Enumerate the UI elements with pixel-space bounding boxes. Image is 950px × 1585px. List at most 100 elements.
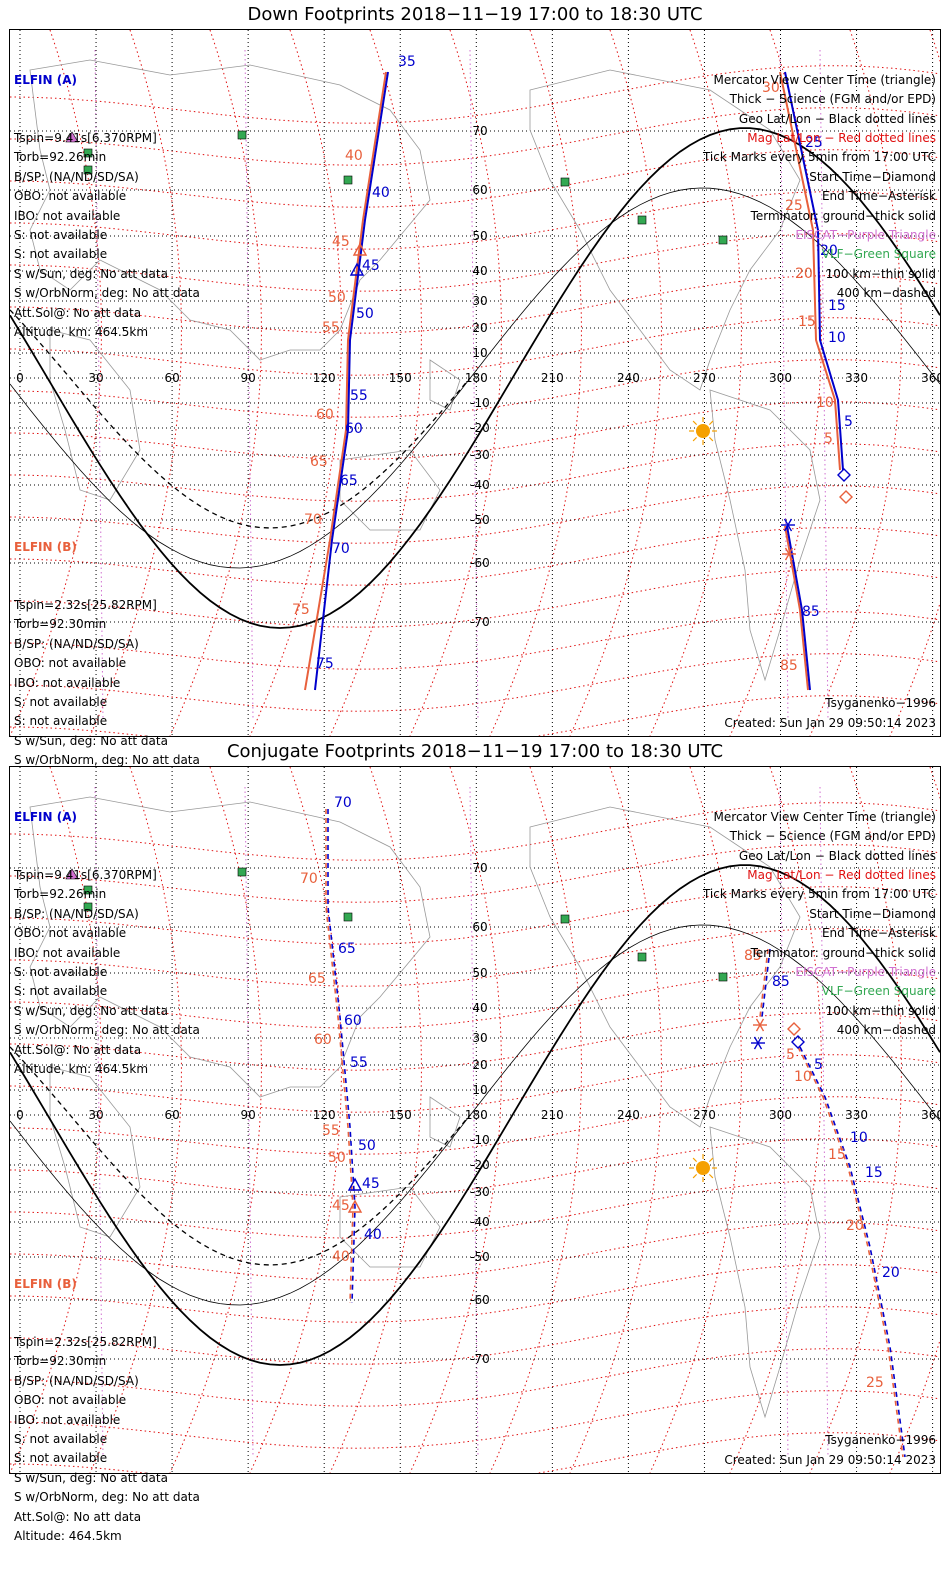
info-line: IBO: not available: [14, 208, 121, 223]
sun-icon: [696, 1161, 710, 1175]
elfin-a-tick-label: 25: [805, 135, 823, 151]
sun-ray: [692, 1157, 698, 1163]
lat-label: 10: [472, 1083, 487, 1097]
lon-label: 60: [164, 371, 179, 385]
lon-label: 120: [313, 1108, 336, 1122]
elfin-a-tick-label: 75: [316, 656, 334, 672]
model-label: Tsyganenko−1996: [825, 696, 936, 710]
elfin-a-info: ELFIN (A) Tspin=9.41s[6.370RPM] Torb=92.2…: [14, 769, 200, 1118]
lat-label: -70: [470, 615, 490, 629]
elfin-b-tick-label: 55: [322, 1123, 340, 1139]
info-line: S w/Sun, deg: No att data: [14, 733, 168, 748]
info-line: S w/OrbNorm, deg: No att data: [14, 1490, 200, 1505]
mag-lon-line: [489, 767, 582, 1473]
elfin-a-tick-label: 45: [362, 258, 380, 274]
elfin-b-tick-label: 5: [786, 1047, 795, 1063]
elfin-b-tick-label: 25: [866, 1375, 884, 1391]
info-line: Altitude: 464.5km: [14, 1529, 122, 1544]
elfin-a-tick-label: 15: [865, 1165, 883, 1181]
elfin-a-tick-label: 20: [820, 243, 838, 259]
lon-label: 270: [693, 1108, 716, 1122]
elfin-b-tick-label: 40: [332, 1249, 350, 1265]
elfin-a-tick-label: 85: [802, 604, 820, 620]
elfin-a-track-west: [314, 71, 389, 691]
lat-label: 20: [472, 1058, 487, 1072]
created-label: Created: Sun Jan 29 09:50:14 2023: [724, 1453, 936, 1467]
info-line: Torb=92.26min: [14, 887, 107, 902]
info-line: Altitude, km: 464.5km: [14, 325, 149, 340]
elfin-a-tick-label: 65: [340, 473, 358, 489]
purple-meridian: [244, 786, 254, 1458]
lon-label: 330: [845, 371, 868, 385]
coastline: [29, 59, 431, 361]
lat-label: -50: [470, 513, 490, 527]
elfin-b-tick-label: 65: [308, 971, 326, 987]
lat-label: 60: [472, 920, 487, 934]
elfin-b-tick-label: 45: [332, 234, 350, 250]
vlf-square: [718, 972, 728, 982]
vlf-square: [560, 177, 570, 187]
elfin-b-tick-label: 15: [798, 314, 816, 330]
lat-label: 60: [472, 183, 487, 197]
legend-item: Mag Lat/Lon − Red dotted lines: [747, 131, 936, 146]
altitude-100km: [10, 187, 940, 569]
lon-label: 150: [389, 371, 412, 385]
elfin-a-tick-label: 60: [344, 1013, 362, 1029]
legend-item: End Time−Asterisk: [821, 926, 936, 941]
coastline: [49, 329, 141, 501]
elfin-b-tick-label: 55: [322, 320, 340, 336]
eiscat-triangle: [65, 131, 79, 143]
elfin-b-tick-label: 20: [846, 1218, 864, 1234]
legend-item: Geo Lat/Lon − Black dotted lines: [738, 111, 936, 126]
vlf-square: [637, 215, 647, 225]
elfin-b-tick-label: 50: [328, 290, 346, 306]
lat-label: -70: [470, 1352, 490, 1366]
legend-item: Start Time−Diamond: [809, 906, 936, 921]
mag-lon-line: [809, 767, 902, 1473]
elfin-a-center-triangle: [349, 262, 365, 276]
purple-meridian: [779, 49, 789, 721]
legend-lines: Mercator View Center Time (triangle) Thic…: [703, 71, 936, 304]
info-line: B/SP: (NA/ND/SD/SA): [14, 1373, 139, 1388]
coastline: [529, 69, 801, 391]
info-line: OBO: not available: [14, 926, 127, 941]
lon-label: 90: [241, 1108, 256, 1122]
lon-label: 240: [617, 1108, 640, 1122]
lat-label: 20: [472, 321, 487, 335]
info-line: Tspin=2.32s[25.82RPM]: [14, 598, 157, 613]
elfin-a-tick-label: 20: [882, 1265, 900, 1281]
lat-label: -30: [470, 1185, 490, 1199]
mag-lon-line: [809, 30, 902, 736]
elfin-a-tick-label: 50: [356, 306, 374, 322]
info-line: IBO: not available: [14, 675, 121, 690]
lat-label: -60: [470, 556, 490, 570]
purple-meridian: [469, 786, 479, 1458]
lat-label: -40: [470, 478, 490, 492]
legend-item: Mag Lat/Lon − Red dotted lines: [747, 868, 936, 883]
info-line: S: not available: [14, 984, 108, 999]
elfin-a-end-asterisk: [753, 1036, 763, 1050]
purple-meridian: [94, 49, 104, 721]
elfin-b-tick-label: 15: [828, 1147, 846, 1163]
mag-lon-line: [729, 30, 822, 736]
legend-item: Mercator View Center Time (triangle): [713, 72, 936, 87]
elfin-b-track-west: [325, 809, 354, 1304]
elfin-a-start-diamond: [791, 1035, 805, 1049]
created-label: Created: Sun Jan 29 09:50:14 2023: [724, 716, 936, 730]
map-panel-down: 0 30 60 90 120 150 180 210 240 270 300 330 360 70 60 50…: [9, 29, 941, 806]
elfin-a-lines: Tspin=9.41s[6.370RPM] Torb=92.26min B/SP: …: [14, 129, 200, 342]
elfin-a-tick-label: 55: [350, 388, 368, 404]
elfin-a-header: ELFIN (A): [14, 72, 77, 87]
info-line: S w/OrbNorm, deg: No att data: [14, 1023, 200, 1038]
legend: Mercator View Center Time (triangle) Thic…: [703, 32, 936, 343]
coastline: [29, 796, 431, 1098]
vlf-square: [560, 914, 570, 924]
legend-item: 400 km−dashed: [836, 286, 936, 301]
lon-label: 0: [16, 371, 24, 385]
info-line: S w/OrbNorm, deg: No att data: [14, 753, 200, 768]
lon-label: 360: [921, 1108, 940, 1122]
elfin-b-tick-label: 75: [292, 602, 310, 618]
elfin-a-track-west: [327, 809, 356, 1304]
mag-lon-line: [249, 767, 342, 1473]
info-line: S: not available: [14, 695, 108, 710]
